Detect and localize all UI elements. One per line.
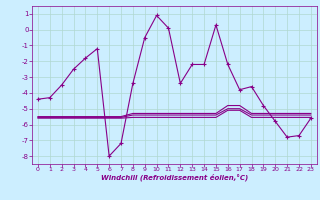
X-axis label: Windchill (Refroidissement éolien,°C): Windchill (Refroidissement éolien,°C) — [101, 174, 248, 181]
